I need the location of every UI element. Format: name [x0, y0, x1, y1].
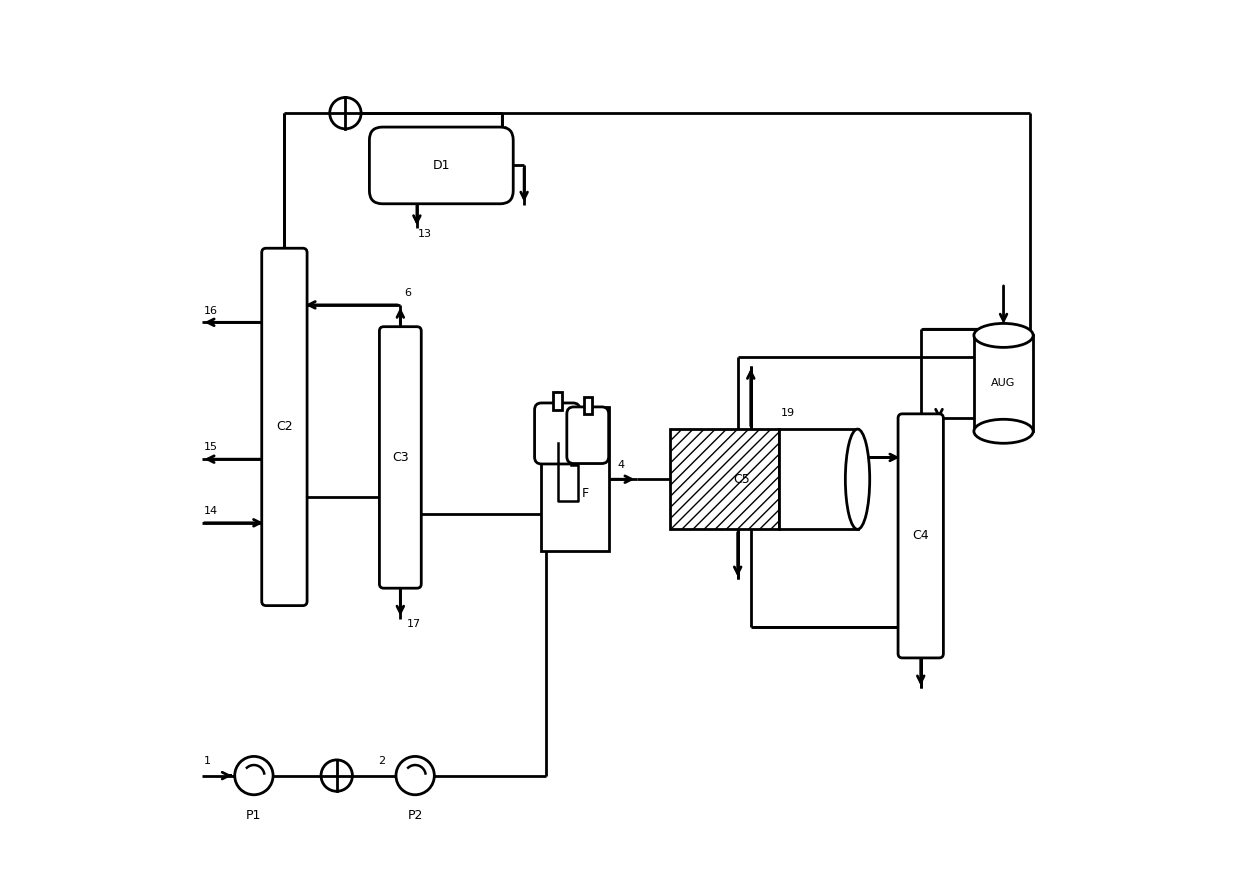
Text: 2: 2 [378, 756, 384, 766]
Text: 13: 13 [418, 229, 432, 238]
Text: 9: 9 [842, 441, 849, 451]
Text: AUG: AUG [991, 378, 1016, 388]
Circle shape [234, 757, 273, 795]
Text: 9: 9 [563, 524, 570, 533]
Text: 18: 18 [930, 436, 945, 446]
Text: F: F [582, 488, 589, 500]
Text: 10: 10 [548, 423, 563, 433]
Circle shape [396, 757, 434, 795]
Text: C5: C5 [733, 473, 750, 486]
Text: 15: 15 [203, 443, 217, 452]
Text: C4: C4 [913, 530, 929, 542]
Text: 16: 16 [203, 305, 217, 316]
Ellipse shape [973, 324, 1033, 348]
Text: 12: 12 [906, 626, 920, 635]
Text: D1: D1 [433, 159, 450, 172]
Bar [670, 429, 779, 530]
Text: 19: 19 [781, 407, 795, 418]
Text: 17: 17 [407, 620, 422, 629]
Text: 6: 6 [404, 288, 410, 298]
FancyBboxPatch shape [898, 414, 944, 658]
Bar [584, 397, 591, 414]
Text: 14: 14 [203, 506, 217, 516]
Bar [553, 392, 562, 410]
FancyBboxPatch shape [379, 326, 422, 588]
Bar [779, 429, 858, 530]
FancyBboxPatch shape [534, 403, 580, 464]
Text: 11: 11 [470, 164, 484, 173]
Circle shape [330, 98, 361, 128]
Text: 7: 7 [387, 497, 393, 508]
Text: 5: 5 [787, 512, 795, 522]
Text: C2: C2 [277, 421, 293, 434]
Text: 4: 4 [618, 460, 625, 470]
FancyBboxPatch shape [262, 248, 308, 605]
FancyBboxPatch shape [567, 407, 609, 464]
Text: 3: 3 [539, 486, 547, 496]
FancyBboxPatch shape [370, 127, 513, 204]
Text: P2: P2 [408, 809, 423, 822]
Ellipse shape [846, 429, 869, 530]
Bar [973, 335, 1033, 431]
Ellipse shape [973, 419, 1033, 444]
Text: P1: P1 [247, 809, 262, 822]
Text: 1: 1 [203, 756, 211, 766]
Text: 20: 20 [498, 162, 512, 172]
Bar [541, 407, 609, 551]
Text: C3: C3 [392, 451, 409, 464]
Circle shape [321, 760, 352, 791]
